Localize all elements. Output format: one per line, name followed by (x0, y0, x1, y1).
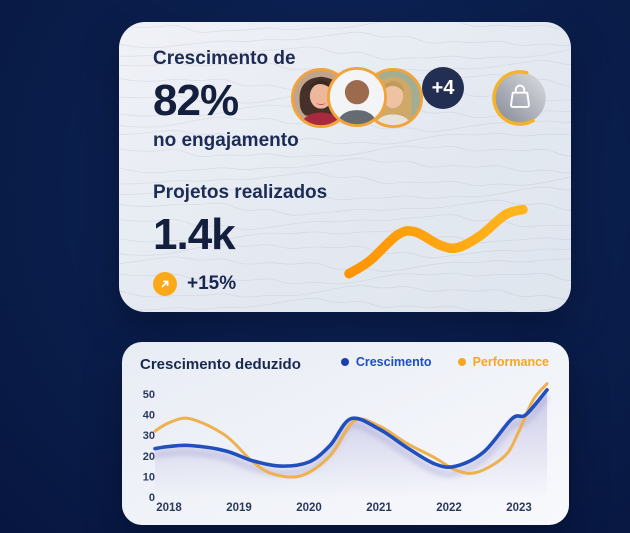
bag-circle (494, 72, 546, 124)
svg-text:0: 0 (149, 492, 155, 504)
svg-text:30: 30 (143, 430, 155, 442)
engagement-value: 82% (153, 75, 239, 125)
engagement-line1: Crescimento de (153, 48, 296, 69)
svg-text:2020: 2020 (296, 502, 322, 514)
engagement-stat: Crescimento de 82% no engajamento (153, 48, 299, 153)
arrow-up-right-icon (153, 272, 177, 297)
trend-sparkline (344, 204, 528, 279)
shopping-bag-icon (510, 84, 530, 108)
svg-text:2018: 2018 (156, 502, 182, 514)
more-members-badge[interactable]: +4 (422, 67, 464, 109)
engagement-stats-card: Crescimento de 82% no engajamento (119, 22, 571, 312)
progress-ring (492, 70, 535, 126)
legend-item-crescimento[interactable]: Crescimento (340, 355, 432, 369)
svg-text:2023: 2023 (506, 502, 532, 514)
legend-dot-blue (340, 358, 349, 366)
projects-label: Projetos realizados (153, 182, 328, 203)
engagement-line2: no engajamento (153, 130, 299, 152)
projects-delta-row: +15% (153, 272, 327, 297)
avatar-bald-man[interactable] (326, 66, 388, 128)
shopping-bag-button[interactable] (489, 67, 551, 129)
svg-text:50: 50 (143, 389, 155, 401)
projects-stat: Projetos realizados 1.4k +15% (153, 182, 328, 297)
svg-text:2022: 2022 (436, 502, 462, 514)
projects-delta: +15% (187, 273, 237, 295)
chart-legend: Crescimento Performance (340, 355, 549, 369)
svg-text:40: 40 (143, 410, 155, 422)
chart-title: Crescimento deduzido (140, 356, 301, 373)
legend-dot-orange (457, 358, 466, 366)
svg-text:10: 10 (143, 471, 155, 483)
legend-label-crescimento: Crescimento (355, 355, 432, 369)
svg-text:2019: 2019 (226, 502, 252, 514)
projects-value: 1.4k (153, 209, 236, 259)
growth-chart-svg: 0 10 20 30 40 50 2018 2019 2020 2021 2022 2023 (143, 382, 549, 514)
growth-chart-card: 0 10 20 30 40 50 2018 2019 2020 2021 2022 2023 Cres… (122, 342, 569, 525)
legend-label-performance: Performance (472, 355, 549, 369)
more-members-count: +4 (431, 76, 455, 99)
svg-text:20: 20 (143, 451, 155, 463)
legend-item-performance[interactable]: Performance (457, 355, 549, 369)
svg-text:2021: 2021 (366, 502, 392, 514)
